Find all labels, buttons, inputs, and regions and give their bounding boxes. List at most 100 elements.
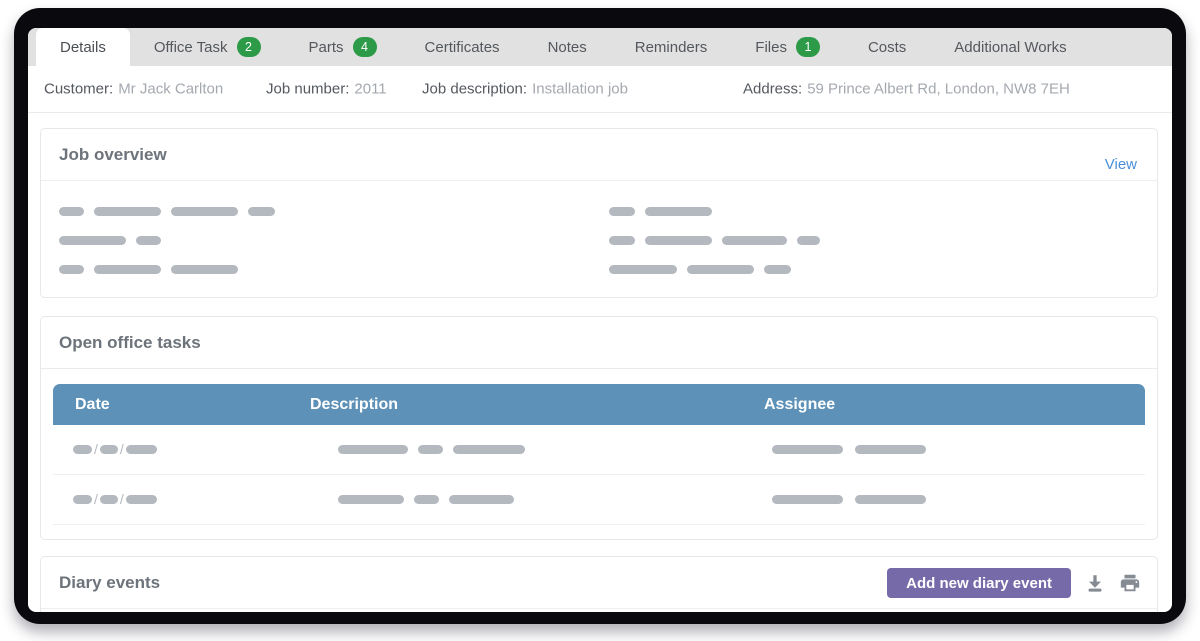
tab-notes[interactable]: Notes [524, 28, 611, 66]
job-number-label: Job number: [266, 80, 350, 98]
placeholder-bar [772, 445, 843, 454]
placeholder-bar [99, 445, 118, 454]
tab-costs[interactable]: Costs [844, 28, 930, 66]
column-header-assignee: Assignee [764, 395, 836, 413]
job-description-value: Installation job [532, 80, 628, 98]
placeholder-bar [136, 236, 161, 245]
diary-events-card: Diary events Add new diary event [40, 556, 1158, 612]
customer-info: Customer: Mr Jack Carlton [44, 81, 223, 98]
tab-details[interactable]: Details [36, 28, 130, 66]
office-tasks-table: Date Description Assignee / / / / [53, 384, 1145, 525]
tab-label: Files [755, 38, 787, 56]
placeholder-bar [59, 207, 84, 216]
tab-label: Additional Works [954, 38, 1067, 56]
tab-bar: Details Office Task 2 Parts 4 Certificat… [28, 28, 1172, 66]
tab-additional-works[interactable]: Additional Works [930, 28, 1090, 66]
placeholder-bar [609, 236, 635, 245]
tab-certificates[interactable]: Certificates [401, 28, 524, 66]
address-value: 59 Prince Albert Rd, London, NW8 7EH [807, 80, 1070, 98]
job-number-info: Job number: 2011 [266, 81, 387, 98]
column-header-date: Date [75, 395, 110, 413]
tab-count-badge: 4 [352, 37, 377, 57]
placeholder-bar [73, 495, 92, 504]
diary-actions: Add new diary event [887, 568, 1141, 598]
placeholder-bar [609, 207, 635, 216]
job-number-value: 2011 [354, 80, 387, 98]
tab-label: Notes [547, 38, 587, 56]
placeholder-row [609, 236, 820, 245]
placeholder-bar [645, 236, 712, 245]
tab-parts[interactable]: Parts 4 [285, 28, 401, 66]
app-window: Details Office Task 2 Parts 4 Certificat… [28, 28, 1172, 612]
table-header-row: Date Description Assignee [53, 384, 1145, 425]
customer-value: Mr Jack Carlton [118, 80, 224, 98]
card-title: Diary events [59, 573, 161, 592]
placeholder-bar [687, 265, 754, 274]
placeholder-bar [645, 207, 712, 216]
view-link[interactable]: View [1104, 156, 1137, 173]
tab-label: Office Task [153, 38, 228, 56]
placeholder-bar [338, 495, 404, 504]
job-overview-header: Job overview View [41, 129, 1157, 181]
slash-separator: / [119, 491, 124, 507]
open-office-tasks-header: Open office tasks [41, 317, 1157, 369]
placeholder-bar [125, 495, 157, 504]
address-label: Address: [743, 80, 803, 98]
tab-label: Parts [308, 38, 344, 56]
placeholder-bar [772, 495, 843, 504]
overview-right-column [609, 207, 820, 274]
add-diary-event-button[interactable]: Add new diary event [887, 568, 1071, 598]
tab-reminders[interactable]: Reminders [611, 28, 732, 66]
tab-label: Costs [867, 38, 907, 56]
job-description-info: Job description: Installation job [422, 81, 628, 98]
table-row[interactable]: / / [53, 425, 1145, 475]
slash-separator: / [94, 491, 98, 507]
placeholder-bar [449, 495, 514, 504]
address-info: Address: 59 Prince Albert Rd, London, NW8… [743, 81, 1070, 98]
description-cell [288, 495, 742, 504]
placeholder-row [59, 265, 275, 274]
card-title: Open office tasks [59, 333, 201, 352]
job-description-label: Job description: [422, 80, 528, 98]
placeholder-bar [855, 495, 926, 504]
tab-label: Reminders [634, 38, 708, 56]
placeholder-row [59, 236, 275, 245]
placeholder-bar [73, 445, 92, 454]
slash-separator: / [94, 441, 98, 457]
tab-label: Certificates [424, 38, 500, 56]
placeholder-row [609, 207, 820, 216]
card-title: Job overview [59, 145, 167, 164]
description-cell [288, 445, 742, 454]
placeholder-bar [171, 207, 238, 216]
tab-office-task[interactable]: Office Task 2 [130, 28, 285, 66]
placeholder-bar [855, 445, 926, 454]
table-row[interactable]: / / [53, 475, 1145, 525]
placeholder-bar [453, 445, 525, 454]
date-cell: / / [53, 441, 288, 457]
placeholder-bar [764, 265, 791, 274]
placeholder-bar [414, 495, 439, 504]
placeholder-bar [248, 207, 275, 216]
assignee-cell [742, 495, 1145, 504]
tab-count-badge: 1 [795, 37, 820, 57]
placeholder-bar [338, 445, 408, 454]
print-icon[interactable] [1119, 572, 1141, 594]
diary-events-header: Diary events Add new diary event [41, 557, 1157, 609]
placeholder-bar [94, 207, 161, 216]
placeholder-bar [171, 265, 238, 274]
download-icon[interactable] [1084, 572, 1106, 594]
tab-label: Details [60, 38, 106, 56]
placeholder-bar [99, 495, 118, 504]
placeholder-bar [609, 265, 677, 274]
slash-separator: / [119, 441, 124, 457]
placeholder-bar [59, 265, 84, 274]
date-cell: / / [53, 491, 288, 507]
placeholder-bar [722, 236, 787, 245]
tab-files[interactable]: Files 1 [731, 28, 844, 66]
placeholder-bar [797, 236, 820, 245]
job-info-bar: Customer: Mr Jack Carlton Job number: 2011… [28, 66, 1172, 113]
column-header-description: Description [310, 395, 399, 413]
placeholder-row [59, 207, 275, 216]
placeholder-bar [125, 445, 157, 454]
